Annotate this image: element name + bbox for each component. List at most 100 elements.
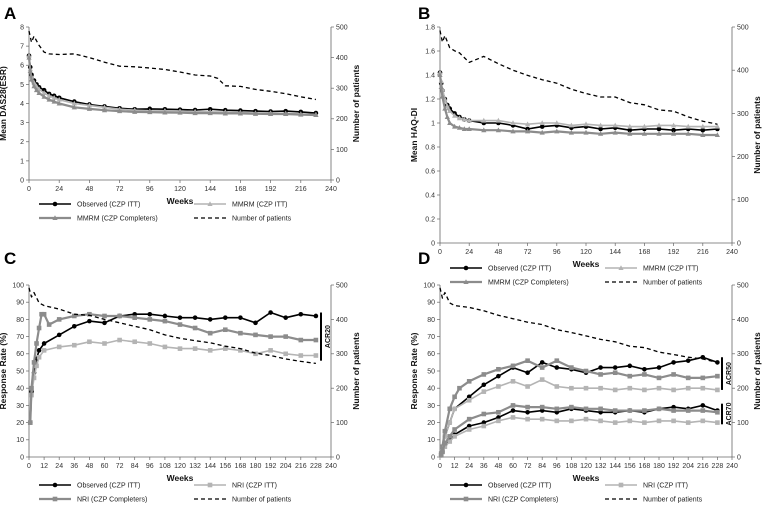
data-point <box>583 416 589 422</box>
legend-item-observed: Observed (CZP ITT) <box>450 483 551 490</box>
legend-label: Number of patients <box>643 280 703 287</box>
x-tick-label: 240 <box>726 249 738 256</box>
data-point <box>700 354 706 360</box>
data-point <box>510 120 516 125</box>
y-tick-label: 40 <box>427 386 435 393</box>
x-tick-label: 204 <box>280 463 292 470</box>
y-tick-label: 0 <box>431 240 435 247</box>
data-point <box>481 127 487 133</box>
data-point <box>207 330 213 336</box>
data-point <box>439 93 446 99</box>
data-point <box>466 117 472 123</box>
panel-b: B 0 0.2 0.4 0.6 0.8 1 1.2 1.4 1.6 1.8 0 100 200 300 400… <box>409 4 762 287</box>
y-tick-label: 0.2 <box>425 216 435 223</box>
data-point <box>41 90 47 95</box>
data-point <box>442 440 448 446</box>
y-tick-label: 70 <box>427 334 435 341</box>
data-point <box>554 358 560 363</box>
data-point <box>481 389 487 394</box>
data-point <box>495 127 501 133</box>
panel-a-y-title: Mean DAS28(ESR) <box>0 66 8 141</box>
legend-marker <box>52 215 58 220</box>
x-tick-label: 24 <box>465 463 473 470</box>
data-point <box>71 104 77 110</box>
panel-c-y2-title: Number of patients <box>351 332 361 410</box>
data-point <box>147 311 153 317</box>
series-line-nri_itt <box>29 339 316 423</box>
data-point <box>612 129 618 135</box>
data-point <box>223 315 228 320</box>
data-point <box>539 365 545 370</box>
legend-marker <box>52 482 58 488</box>
y2-tick-label: 300 <box>737 111 749 118</box>
series-mmrm_itt <box>437 69 720 129</box>
data-point <box>102 341 107 346</box>
x-tick-label: 132 <box>189 463 201 470</box>
data-point <box>117 108 123 114</box>
data-point <box>438 452 444 458</box>
x-tick-label: 12 <box>40 463 48 470</box>
data-point <box>86 106 92 111</box>
x-tick-label: 12 <box>451 463 459 470</box>
legend-marker <box>52 496 58 502</box>
legend-item-patients: Number of patients <box>194 216 292 223</box>
data-point <box>177 315 183 320</box>
data-point <box>612 387 618 393</box>
data-point <box>34 341 39 346</box>
data-point <box>253 351 258 357</box>
legend-label: NRI (CZP ITT) <box>643 483 688 490</box>
data-point <box>700 408 706 413</box>
legend-marker <box>463 279 469 284</box>
data-point <box>627 127 633 133</box>
data-point <box>627 373 633 379</box>
y-tick-label: 1.2 <box>425 96 435 103</box>
x-tick-label: 120 <box>174 463 186 470</box>
panel-a-y2-title: Number of patients <box>351 65 361 143</box>
x-tick-label: 84 <box>538 463 546 470</box>
y-tick-label: 10 <box>16 437 24 444</box>
data-point <box>583 129 589 135</box>
data-point <box>283 351 288 357</box>
data-point <box>192 110 198 116</box>
data-point <box>41 348 47 353</box>
data-point <box>34 363 39 369</box>
data-point <box>569 365 574 370</box>
data-point <box>51 98 57 104</box>
x-tick-label: 240 <box>325 463 337 470</box>
data-point <box>656 418 662 424</box>
y-tick-label: 6 <box>20 63 24 70</box>
data-point <box>525 121 531 127</box>
data-point <box>192 325 198 331</box>
data-point <box>539 129 545 135</box>
data-point <box>461 126 467 131</box>
data-point <box>714 132 720 137</box>
y-tick-label: 1.6 <box>425 48 435 55</box>
data-point <box>29 385 34 391</box>
series-line-observed <box>440 356 718 454</box>
data-point <box>569 404 574 410</box>
data-point <box>313 353 319 358</box>
y2-tick-label: 400 <box>336 55 348 62</box>
data-point <box>525 370 530 376</box>
data-point <box>253 320 258 326</box>
data-point <box>671 360 676 365</box>
data-point <box>437 72 443 77</box>
data-point <box>444 103 450 109</box>
series-line-observed <box>29 311 316 423</box>
legend-item-observed: Observed (CZP ITT) <box>450 266 551 273</box>
data-point <box>222 110 228 116</box>
y2-tick-label: 500 <box>737 24 749 31</box>
data-point <box>598 131 604 136</box>
data-point <box>481 117 487 123</box>
data-point <box>612 408 618 413</box>
legend-item-patients: Number of patients <box>605 497 703 504</box>
series-mmrm_comp <box>26 54 319 117</box>
y2-tick-label: 0 <box>336 177 340 184</box>
y2-tick-label: 500 <box>336 282 348 289</box>
y-tick-label: 30 <box>427 403 435 410</box>
data-point <box>481 411 487 417</box>
legend-marker <box>618 265 624 270</box>
legend-marker <box>463 482 469 488</box>
data-point <box>539 120 545 125</box>
